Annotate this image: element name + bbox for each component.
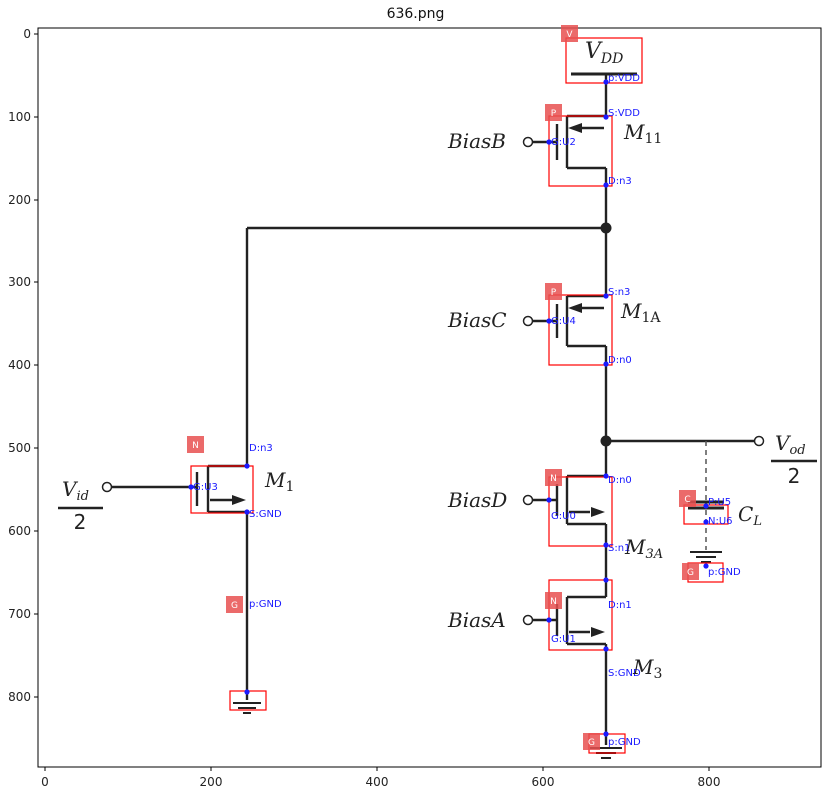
ground-m1 xyxy=(233,702,261,714)
arrow-icon xyxy=(232,495,246,505)
pin-label: D:n3 xyxy=(608,176,632,187)
x-tick-label: 600 xyxy=(532,775,555,789)
tag-c: C xyxy=(679,490,696,507)
pin-label: S:n3 xyxy=(608,287,630,298)
transistor-m3a xyxy=(530,474,606,526)
x-axis: 0 200 400 600 800 xyxy=(41,767,720,789)
pin-dots xyxy=(188,79,709,737)
tag-g-m3: G xyxy=(583,733,600,750)
terminal-biasB xyxy=(522,136,534,148)
tag-n-m3a: N xyxy=(545,469,562,486)
svg-text:C: C xyxy=(684,495,690,505)
terminal-biasA xyxy=(522,614,534,626)
x-tick-label: 0 xyxy=(41,775,49,789)
y-tick-label: 600 xyxy=(8,524,31,538)
label-vod: Vod xyxy=(775,431,806,458)
label-vod-denominator: 2 xyxy=(788,464,801,488)
figure-title: 636.png xyxy=(386,6,445,22)
junction-dot xyxy=(600,435,612,447)
y-tick-label: 700 xyxy=(8,607,31,621)
pin-label: p:GND xyxy=(608,737,641,748)
ground-cl xyxy=(690,551,722,563)
tag-p-m11: P xyxy=(545,104,562,121)
label-cl: CL xyxy=(738,502,762,529)
label-biasD: BiasD xyxy=(447,488,507,512)
label-m3: M3 xyxy=(632,655,662,682)
label-m1a: M1A xyxy=(620,299,661,326)
x-tick-label: 400 xyxy=(366,775,389,789)
label-m11: M11 xyxy=(623,120,662,147)
pin-label: D:n0 xyxy=(608,475,632,486)
pin-label: G:U4 xyxy=(551,316,576,327)
terminal-biasD xyxy=(522,494,534,506)
pin-label: G:U0 xyxy=(551,511,576,522)
pin-label: p:GND xyxy=(708,567,741,578)
svg-text:N: N xyxy=(550,474,557,484)
pin-label: G:U3 xyxy=(193,482,218,493)
label-biasC: BiasC xyxy=(447,308,507,332)
svg-text:V: V xyxy=(566,30,573,40)
transistor-m1a xyxy=(530,294,606,348)
tag-p-m1a: P xyxy=(545,283,562,300)
y-tick-label: 200 xyxy=(8,193,31,207)
x-tick-label: 800 xyxy=(698,775,721,789)
svg-text:N: N xyxy=(550,597,557,607)
label-vid: Vid xyxy=(62,477,89,504)
pin-label: G:U2 xyxy=(551,137,576,148)
svg-text:N: N xyxy=(192,441,199,451)
pin-label: D:n1 xyxy=(608,600,632,611)
pin-label: S:GND xyxy=(608,668,641,679)
label-biasA: BiasA xyxy=(447,608,506,632)
terminal-vod xyxy=(753,435,765,447)
tag-n-m1: N xyxy=(187,436,204,453)
tag-g-m1: G xyxy=(226,596,243,613)
svg-text:G: G xyxy=(588,738,595,748)
pin-label: S:GND xyxy=(249,509,282,520)
svg-text:P: P xyxy=(551,109,557,119)
terminal-biasC xyxy=(522,315,534,327)
arrow-icon xyxy=(568,303,582,313)
y-tick-label: 800 xyxy=(8,690,31,704)
label-vdd: VDD xyxy=(585,39,623,67)
arrow-icon xyxy=(591,507,605,517)
y-tick-label: 500 xyxy=(8,441,31,455)
label-m1: M1 xyxy=(264,468,294,495)
pin-label: S:n1 xyxy=(608,543,630,554)
y-tick-label: 100 xyxy=(8,110,31,124)
pin-label: D:n0 xyxy=(608,355,632,366)
transistor-m3 xyxy=(530,595,606,646)
plot-frame xyxy=(37,27,822,768)
pin-label: S:VDD xyxy=(608,108,640,119)
arrow-icon xyxy=(568,123,582,133)
pin-label: D:n3 xyxy=(249,443,273,454)
pin-label: N:U6 xyxy=(708,516,733,527)
svg-text:P: P xyxy=(551,288,557,298)
label-vid-denominator: 2 xyxy=(74,510,87,534)
pin-label: P:U5 xyxy=(708,497,731,508)
label-m3a: M3A xyxy=(624,535,663,562)
pin-label: G:U1 xyxy=(551,634,576,645)
svg-text:G: G xyxy=(231,601,238,611)
tag-v: V xyxy=(561,25,578,42)
y-tick-label: 0 xyxy=(23,27,31,41)
tag-g-cl: G xyxy=(682,563,699,580)
x-tick-label: 200 xyxy=(200,775,223,789)
tag-n-m3: N xyxy=(545,592,562,609)
arrow-icon xyxy=(591,627,605,637)
pin-label: p:VDD xyxy=(608,73,640,84)
terminal-vid xyxy=(101,481,113,493)
svg-text:G: G xyxy=(687,568,694,578)
y-axis: 0 100 200 300 400 500 600 700 800 xyxy=(8,27,38,704)
pin-label: p:GND xyxy=(249,599,282,610)
y-tick-label: 400 xyxy=(8,358,31,372)
y-tick-label: 300 xyxy=(8,275,31,289)
label-biasB: BiasB xyxy=(447,129,506,153)
junction-dot xyxy=(600,222,612,234)
